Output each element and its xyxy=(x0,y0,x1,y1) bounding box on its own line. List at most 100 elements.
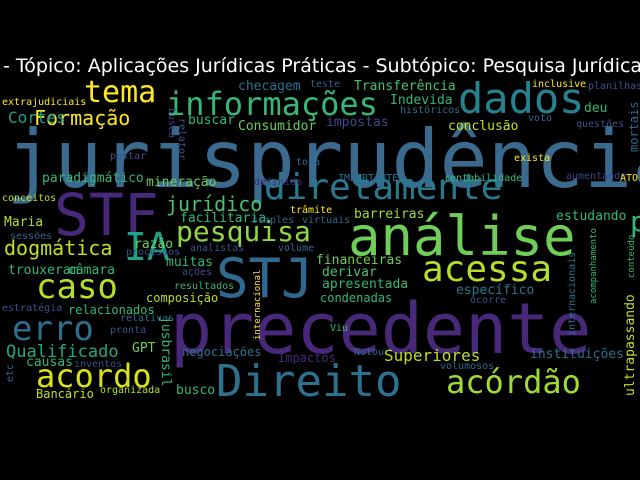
word-razao: razão xyxy=(134,237,174,252)
word-organizada: organizada xyxy=(100,385,161,396)
banner-title: - Tópico: Aplicações Jurídicas Práticas … xyxy=(3,55,640,77)
word-pronta: pronta xyxy=(110,325,147,336)
word-stj: STJ xyxy=(216,247,314,310)
word-acessa: acessa xyxy=(422,249,553,290)
word-analistas: analistas xyxy=(190,243,245,254)
word-impostas: impostas xyxy=(326,115,389,130)
word-etc: etc xyxy=(5,363,16,382)
word-historicos: históricos xyxy=(400,105,461,116)
word-stf: STF xyxy=(54,181,159,249)
word-facilitaria: facilitaria xyxy=(180,211,267,226)
word-topa: topa xyxy=(296,157,321,168)
word-volumosos: volumosos xyxy=(440,361,495,372)
word-ultrapassando: ultrapassando xyxy=(623,294,638,396)
word-financeiras: financeiras xyxy=(316,253,403,268)
word-formacao: Formação xyxy=(34,106,131,130)
word-busca: busca xyxy=(166,108,177,139)
word-postar: postar xyxy=(110,151,147,162)
word-estrategia: estratégia xyxy=(2,303,63,314)
word-barreiras: barreiras xyxy=(354,207,425,222)
word-transferencia: Transferência xyxy=(354,79,456,94)
word-estudando: estudando xyxy=(556,209,627,224)
word-relativas: relativas xyxy=(120,313,175,324)
word-mineracao: mineração xyxy=(146,175,217,190)
word-jusbrasil: jusbrasil xyxy=(158,316,173,387)
word-caso: caso xyxy=(36,267,118,307)
word-inclusive: inclusive xyxy=(532,79,587,90)
word-condenadas: condenadas xyxy=(320,291,393,305)
word-notou: Notou xyxy=(354,347,385,358)
word-instituicoes: instituições xyxy=(530,347,624,362)
word-acompanhamento: acompanhamento xyxy=(589,228,599,304)
word-impactos: Impactos xyxy=(278,351,336,365)
word-derivar: derivar xyxy=(322,265,377,280)
word-trouxeram: trouxeram xyxy=(8,263,79,278)
word-simples: simples xyxy=(252,215,295,226)
word-relator: relator xyxy=(176,118,187,161)
word-mortais: mortais xyxy=(627,101,640,152)
word-rentabilidade: rentabilidade xyxy=(444,173,523,184)
word-ia: IA xyxy=(124,225,170,269)
word-diretamente: diretamente xyxy=(264,167,503,208)
word-resultados: resultados xyxy=(174,281,235,292)
word-volume: volume xyxy=(278,243,315,254)
word-causas: causas xyxy=(26,355,73,370)
word-qualificado: Qualificado xyxy=(6,342,119,362)
word-apresentada: apresentada xyxy=(322,277,409,292)
word-internacionais: internacionais xyxy=(567,251,578,336)
word-acordao: acórdão xyxy=(446,363,581,401)
word-definido: definido xyxy=(254,177,303,188)
word-cortes: Cortes xyxy=(8,108,66,127)
word-ocorre: ocorre xyxy=(470,295,507,306)
word-superiores: Superiores xyxy=(384,346,481,365)
word-consumidor: Consumidor xyxy=(238,119,317,134)
word-conceitos: conceitos xyxy=(2,193,57,204)
word-checagem: checagem xyxy=(238,79,301,94)
word-dados: dados xyxy=(458,78,585,123)
word-pesquisa: pesquisa xyxy=(176,215,311,248)
word-deu: deu xyxy=(584,101,608,116)
word-muitas: muitas xyxy=(166,255,213,270)
word-jurisprudencia: jurisprudência xyxy=(6,113,640,206)
word-extrajudiciais: extrajudiciais xyxy=(2,97,87,108)
word-ato: ATO xyxy=(620,173,639,184)
word-cloud: jurisprudência precedente análise STF ST… xyxy=(0,78,640,408)
word-bancario: Bancário xyxy=(36,387,94,401)
word-precedente: precedente xyxy=(170,288,592,370)
word-voto: voto xyxy=(528,113,553,124)
word-importante: IMPORTANTE xyxy=(338,173,399,184)
word-negociacoes: negociações xyxy=(182,345,262,359)
word-paradigmatico: paradigmático xyxy=(42,171,144,186)
word-tema: tema xyxy=(84,78,157,110)
word-internacional: internacional xyxy=(253,269,263,340)
word-dogmatica: dogmática xyxy=(4,236,113,260)
word-acoes: ações xyxy=(182,267,213,278)
word-indevida: Indevida xyxy=(390,93,453,108)
word-virtuais: virtuais xyxy=(302,215,351,226)
word-maria: Maria xyxy=(4,215,44,230)
word-questoes: questões xyxy=(576,119,625,130)
word-aumentando: aumentando xyxy=(566,171,627,182)
word-informacoes: informações xyxy=(166,85,378,123)
word-sessoes: sessões xyxy=(10,231,53,242)
word-viu: Viu xyxy=(330,323,349,334)
word-acordo: acordo xyxy=(36,357,152,395)
word-planilhas: planilhas xyxy=(588,81,640,92)
word-analise: análise xyxy=(348,205,576,268)
word-direito: Direito xyxy=(216,356,402,407)
word-prompt: prompt xyxy=(630,205,640,238)
word-tramite: trâmite xyxy=(290,205,333,216)
word-conteudo: conteúdo xyxy=(627,234,637,278)
word-especifico: específico xyxy=(456,283,535,298)
word-relacionados: relacionados xyxy=(68,303,155,317)
word-erro: erro xyxy=(12,309,94,349)
word-juridico: jurídico xyxy=(166,192,263,216)
word-inventos: inventos xyxy=(74,359,123,370)
word-buscar: buscar xyxy=(188,113,235,128)
word-teste: teste xyxy=(310,79,341,90)
word-exista: exista xyxy=(514,153,551,164)
word-composicao: composição xyxy=(146,291,219,305)
word-gpt: GPT xyxy=(132,341,156,356)
word-conclusao: conclusão xyxy=(448,119,519,134)
word-camara: câmara xyxy=(68,263,115,278)
